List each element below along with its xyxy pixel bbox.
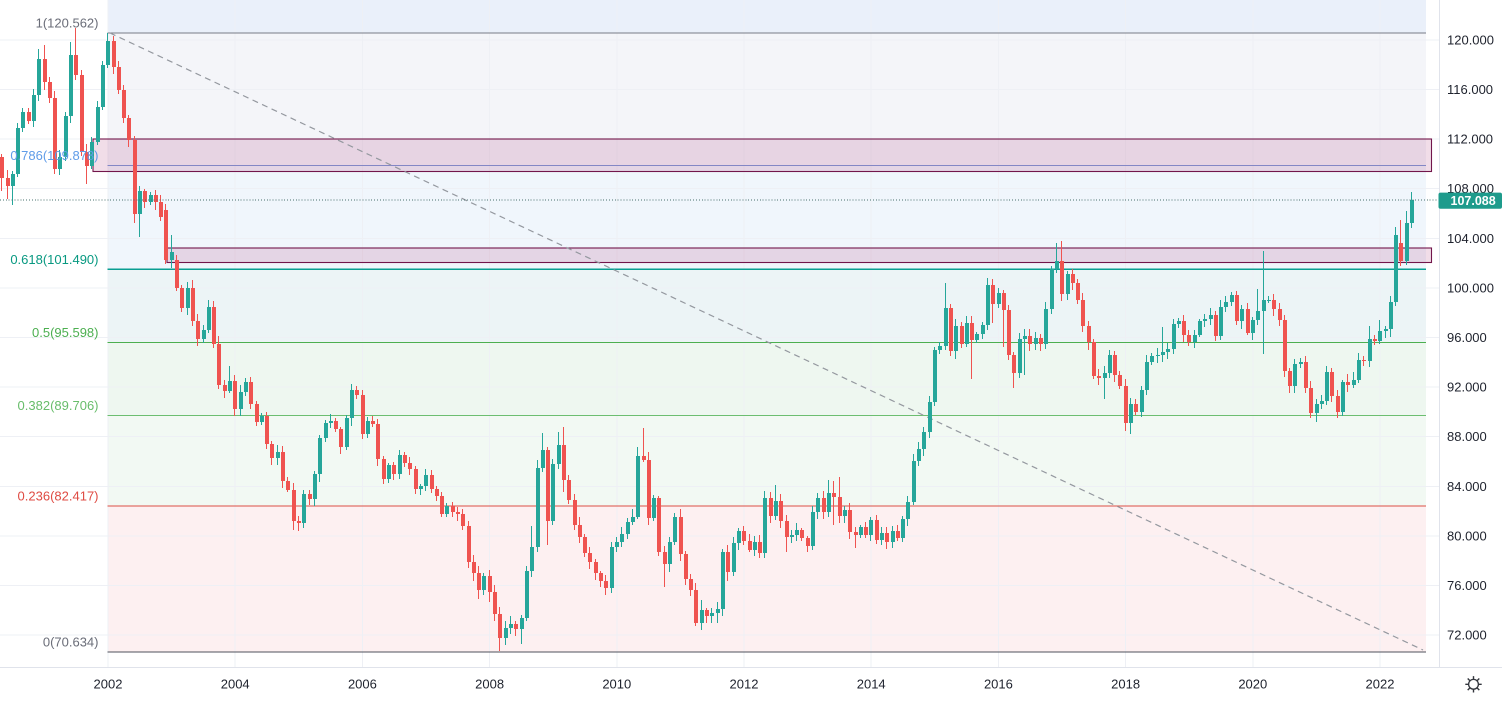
svg-text:2006: 2006	[348, 677, 377, 692]
svg-text:92.000: 92.000	[1447, 380, 1487, 395]
svg-text:84.000: 84.000	[1447, 479, 1487, 494]
svg-text:120.000: 120.000	[1447, 33, 1494, 48]
svg-text:2008: 2008	[475, 677, 504, 692]
svg-text:0.786(109.878): 0.786(109.878)	[10, 148, 98, 163]
svg-text:2010: 2010	[602, 677, 631, 692]
svg-text:2022: 2022	[1366, 677, 1395, 692]
svg-text:2004: 2004	[221, 677, 250, 692]
svg-text:104.000: 104.000	[1447, 231, 1494, 246]
svg-text:0.5(95.598): 0.5(95.598)	[32, 325, 99, 340]
svg-text:80.000: 80.000	[1447, 528, 1487, 543]
svg-text:100.000: 100.000	[1447, 280, 1494, 295]
svg-text:88.000: 88.000	[1447, 429, 1487, 444]
svg-text:76.000: 76.000	[1447, 578, 1487, 593]
svg-text:2012: 2012	[730, 677, 759, 692]
svg-text:72.000: 72.000	[1447, 628, 1487, 643]
svg-text:107.088: 107.088	[1451, 194, 1496, 208]
svg-text:112.000: 112.000	[1447, 132, 1493, 147]
svg-text:2014: 2014	[857, 677, 886, 692]
svg-text:96.000: 96.000	[1447, 330, 1487, 345]
svg-text:1(120.562): 1(120.562)	[36, 16, 99, 31]
svg-text:0(70.634): 0(70.634)	[43, 635, 99, 650]
svg-text:0.618(101.490): 0.618(101.490)	[10, 252, 98, 267]
svg-text:2020: 2020	[1238, 677, 1267, 692]
svg-text:2016: 2016	[984, 677, 1013, 692]
svg-text:2018: 2018	[1111, 677, 1140, 692]
svg-text:0.236(82.417): 0.236(82.417)	[18, 488, 99, 503]
svg-text:116.000: 116.000	[1447, 82, 1493, 97]
svg-text:2002: 2002	[94, 677, 123, 692]
svg-text:0.382(89.706): 0.382(89.706)	[18, 398, 99, 413]
